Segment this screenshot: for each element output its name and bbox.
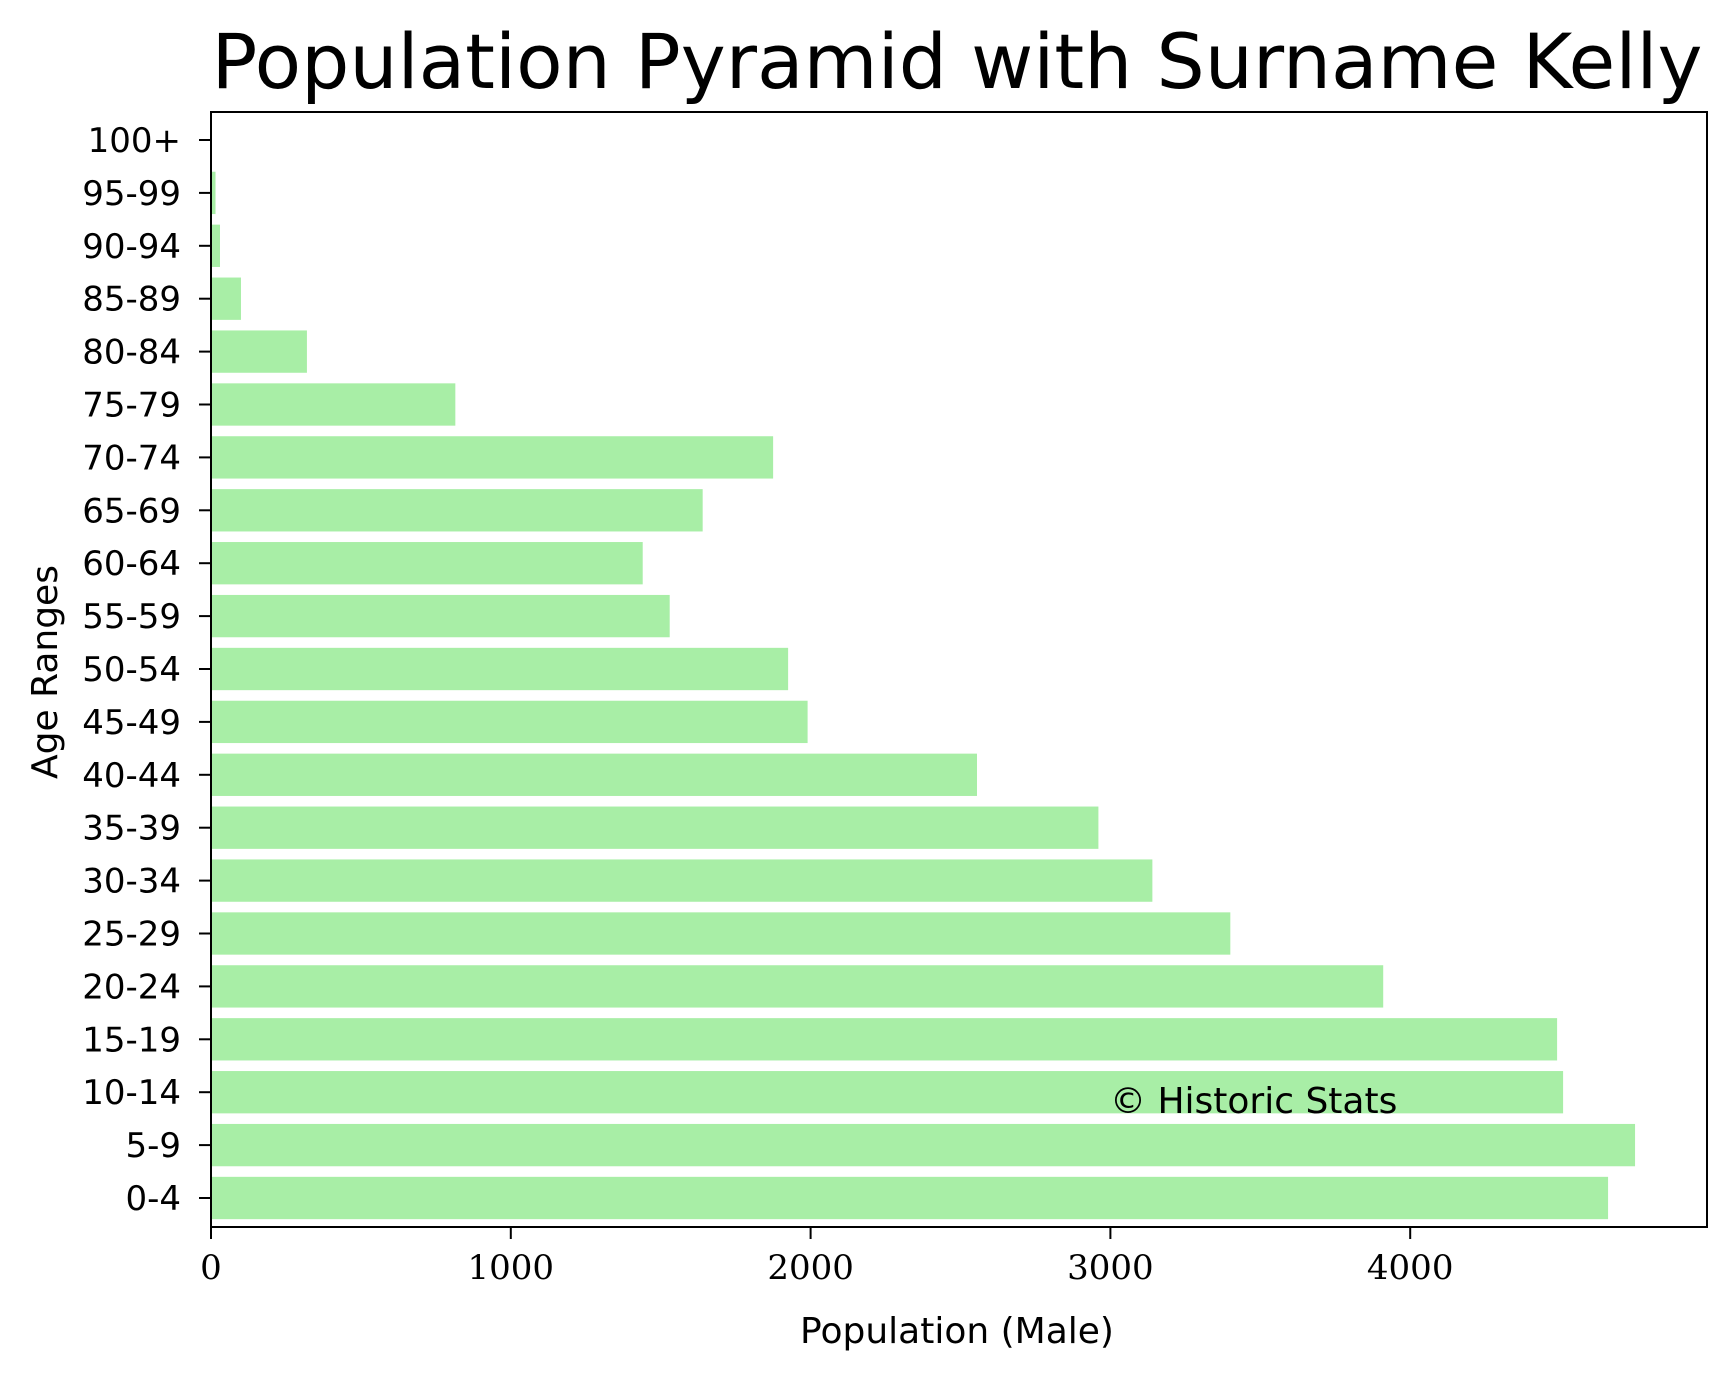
y-tick-label: 100+ — [88, 121, 181, 161]
bar-55-59 — [211, 594, 670, 638]
y-tick-label: 45-49 — [82, 703, 181, 743]
bar-35-39 — [211, 806, 1099, 849]
bar-20-24 — [211, 965, 1384, 1008]
x-axis-ticks: 0 1000 2000 3000 4000 — [200, 1227, 1453, 1288]
y-tick-label: 95-99 — [82, 174, 181, 214]
x-tick-label: 2000 — [767, 1248, 854, 1288]
bar-45-49 — [211, 700, 808, 744]
chart-title: Population Pyramid with Surname Kelly — [211, 17, 1702, 106]
x-tick-label: 3000 — [1067, 1248, 1154, 1288]
y-tick-label: 70-74 — [82, 438, 181, 478]
bar-0-4 — [211, 1176, 1609, 1220]
x-axis-label: Population (Male) — [800, 1311, 1114, 1352]
bar-60-64 — [211, 542, 643, 585]
bar-50-54 — [211, 647, 789, 691]
y-tick-label: 80-84 — [82, 333, 181, 373]
bar-70-74 — [211, 436, 774, 479]
bar-80-84 — [211, 330, 307, 373]
bar-40-44 — [211, 753, 977, 796]
y-tick-label: 60-64 — [82, 544, 181, 584]
bar-75-79 — [211, 383, 456, 426]
x-tick-label: 0 — [200, 1248, 222, 1288]
y-tick-label: 75-79 — [82, 386, 181, 426]
y-tick-label: 5-9 — [125, 1126, 181, 1166]
y-tick-label: 15-19 — [82, 1020, 181, 1060]
y-tick-label: 90-94 — [82, 227, 181, 267]
bar-90-94 — [211, 224, 220, 267]
bar-85-89 — [211, 277, 241, 320]
bar-95-99 — [211, 171, 216, 215]
bar-30-34 — [211, 859, 1153, 902]
y-tick-label: 85-89 — [82, 280, 181, 320]
bar-65-69 — [211, 489, 703, 532]
bars-group — [211, 171, 1636, 1220]
watermark-text: © Historic Stats — [1110, 1081, 1397, 1122]
y-tick-label: 35-39 — [82, 809, 181, 849]
y-tick-label: 25-29 — [82, 915, 181, 955]
bar-25-29 — [211, 912, 1231, 955]
bar-15-19 — [211, 1018, 1558, 1061]
y-tick-label: 50-54 — [82, 650, 181, 690]
y-tick-label: 0-4 — [125, 1179, 181, 1219]
bar-10-14 — [211, 1071, 1564, 1114]
bar-5-9 — [211, 1123, 1636, 1167]
y-tick-label: 10-14 — [82, 1073, 181, 1113]
x-tick-label: 4000 — [1367, 1248, 1454, 1288]
y-tick-label: 40-44 — [82, 756, 181, 796]
y-tick-label: 30-34 — [82, 862, 181, 902]
plot-area-frame — [210, 111, 1708, 1228]
y-axis-ticks: 0-4 5-9 10-14 15-19 20-24 25-29 30-34 35-39 40-4… — [82, 121, 211, 1219]
y-tick-label: 20-24 — [82, 967, 181, 1007]
y-axis-label: Age Ranges — [25, 565, 66, 779]
y-tick-label: 55-59 — [82, 597, 181, 637]
y-tick-label: 65-69 — [82, 491, 181, 531]
x-tick-label: 1000 — [468, 1248, 555, 1288]
